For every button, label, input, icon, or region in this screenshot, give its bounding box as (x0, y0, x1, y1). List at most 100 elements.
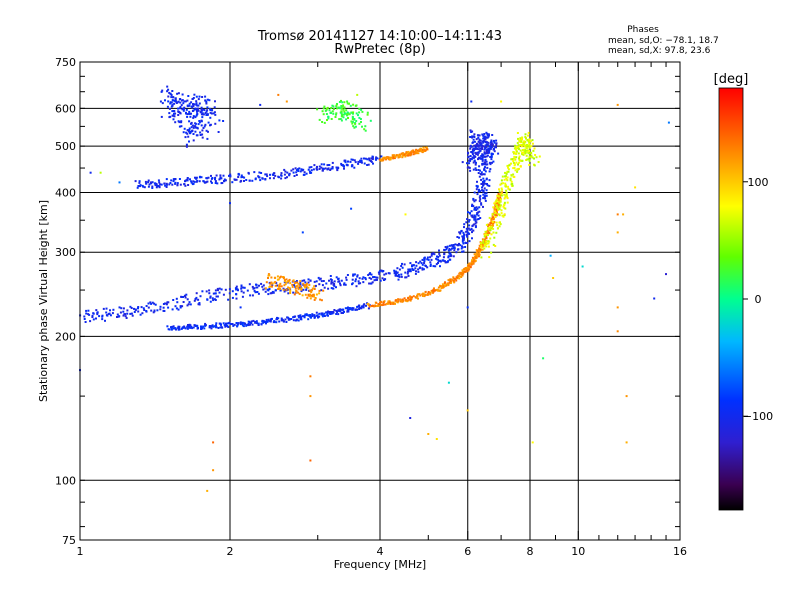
data-point (487, 225, 490, 228)
data-point (370, 157, 373, 160)
data-point (528, 149, 530, 152)
data-point (616, 231, 619, 234)
data-point (321, 284, 324, 287)
data-point (158, 185, 161, 188)
data-point (291, 285, 294, 288)
data-point (349, 160, 352, 163)
data-point (487, 135, 490, 138)
data-point (345, 163, 348, 166)
data-point (462, 250, 465, 253)
data-point (109, 309, 111, 312)
data-point (280, 172, 283, 175)
data-point (284, 283, 287, 286)
data-point (482, 173, 485, 176)
data-point (524, 133, 527, 136)
data-point (156, 309, 159, 312)
data-point (181, 108, 184, 111)
data-point (392, 301, 395, 304)
data-point (528, 146, 531, 149)
data-point (482, 190, 485, 193)
data-point (205, 129, 208, 132)
data-point (432, 291, 434, 294)
data-point (172, 325, 175, 328)
data-point (337, 106, 340, 109)
data-point (340, 105, 343, 107)
data-point (448, 244, 451, 247)
data-point (193, 180, 196, 183)
data-point (408, 154, 411, 157)
data-point (213, 106, 216, 109)
data-point (475, 221, 478, 224)
data-point (531, 142, 534, 145)
data-point (370, 160, 373, 163)
data-point (343, 101, 346, 104)
data-point (429, 263, 432, 266)
data-point (492, 216, 494, 219)
data-point (330, 280, 333, 283)
data-point (516, 142, 519, 144)
data-point (196, 325, 199, 328)
data-point (297, 168, 300, 171)
data-point (415, 296, 418, 299)
data-point (376, 305, 379, 307)
data-point (497, 208, 500, 211)
data-point (180, 295, 183, 298)
data-point (276, 316, 278, 319)
data-point (209, 111, 212, 114)
data-point (361, 277, 364, 280)
data-point (122, 307, 125, 310)
data-point (292, 319, 295, 322)
data-point (474, 146, 477, 149)
data-point (491, 134, 494, 136)
data-point (472, 229, 475, 232)
data-point (519, 165, 522, 168)
data-point (318, 278, 321, 281)
data-point (529, 140, 532, 143)
data-point (196, 134, 199, 137)
data-point (268, 286, 271, 288)
data-point (336, 166, 339, 169)
data-point (267, 277, 269, 279)
data-point (478, 255, 480, 258)
data-point (181, 326, 184, 329)
data-point (482, 177, 485, 180)
data-point (280, 317, 283, 320)
data-point (484, 141, 487, 143)
data-point (251, 179, 254, 182)
data-point (372, 276, 374, 279)
data-point (321, 315, 324, 318)
data-point (490, 219, 493, 222)
data-point (477, 145, 480, 148)
data-point (257, 292, 260, 295)
data-point (201, 116, 204, 119)
data-point (339, 118, 342, 120)
data-point (309, 297, 312, 300)
data-point (162, 306, 165, 309)
data-point (472, 138, 475, 141)
data-point (415, 150, 418, 153)
data-point (516, 132, 519, 134)
data-point (187, 303, 190, 306)
data-point (179, 306, 182, 309)
data-point (193, 108, 196, 111)
data-point (490, 225, 493, 228)
data-point (409, 417, 412, 419)
data-point (394, 155, 397, 158)
data-point (516, 168, 519, 171)
data-point (350, 165, 353, 168)
data-point (312, 293, 315, 296)
data-point (491, 220, 494, 223)
data-point (197, 104, 200, 107)
data-point (475, 209, 478, 211)
data-point (473, 253, 476, 256)
data-point (199, 175, 201, 178)
data-point (203, 125, 206, 128)
data-point (518, 139, 521, 142)
data-point (366, 113, 369, 116)
data-point (480, 242, 482, 245)
data-point (326, 119, 328, 121)
data-point (289, 282, 292, 285)
data-point (164, 99, 166, 102)
data-point (488, 216, 491, 219)
data-point (403, 297, 406, 300)
